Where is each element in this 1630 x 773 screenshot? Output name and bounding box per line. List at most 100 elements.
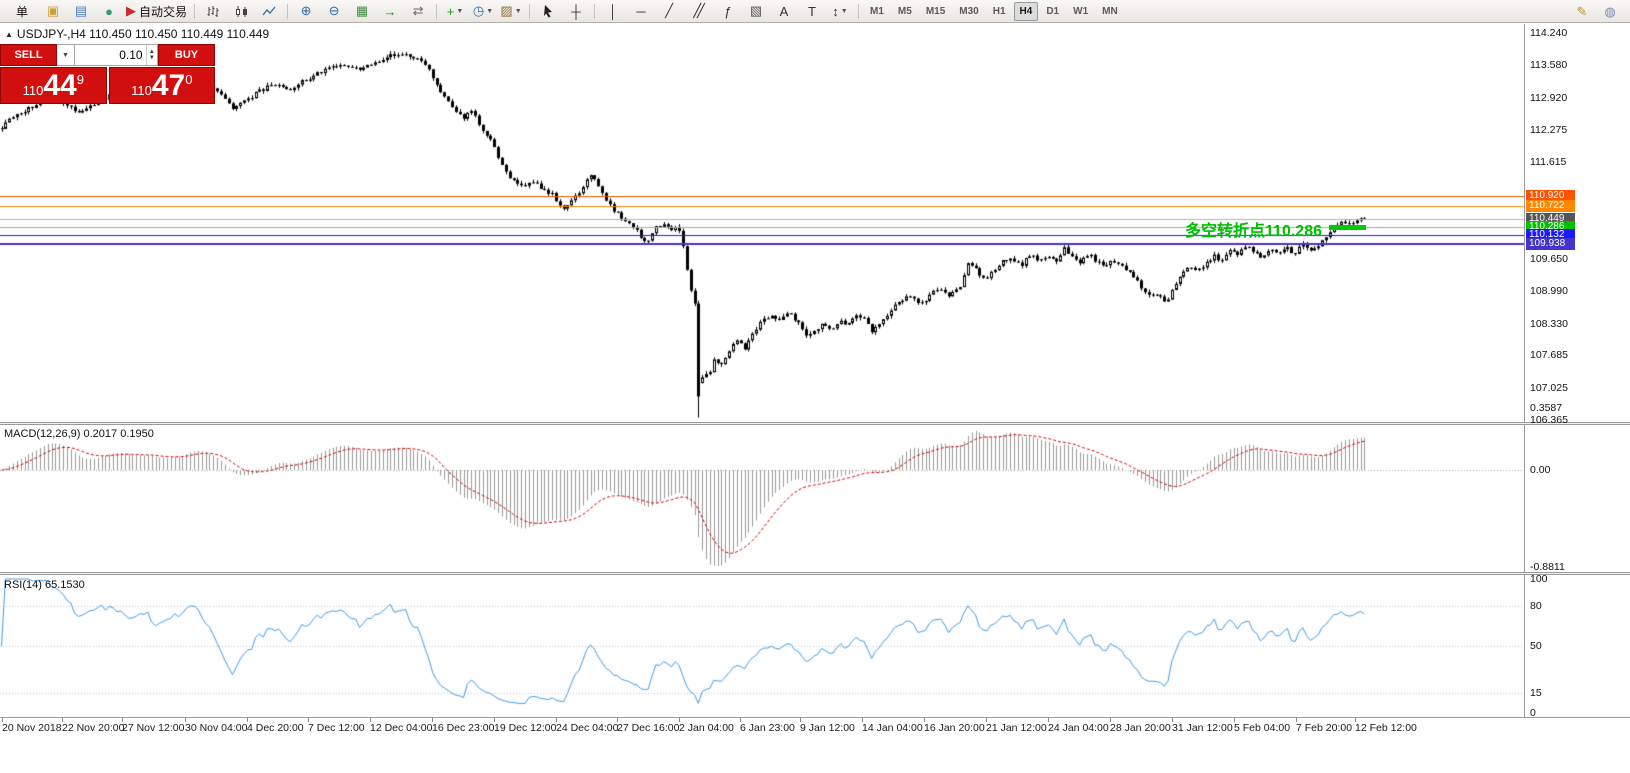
stepper-up-icon[interactable]: ▲ xyxy=(148,49,155,55)
zoom-out-icon: ⊖ xyxy=(328,3,340,18)
toolbar-separator xyxy=(858,3,860,19)
periods-menu-button[interactable]: ◷ ▼ xyxy=(469,0,497,22)
zoom-out-icon[interactable]: ⊖ xyxy=(320,0,348,22)
price-axis[interactable] xyxy=(1524,24,1630,717)
timeframe-MN[interactable]: MN xyxy=(1102,5,1118,17)
vertical-line-icon[interactable]: │ xyxy=(599,0,627,22)
fibonacci-icon: ƒ xyxy=(724,3,732,19)
volume-stepper[interactable]: ▲ ▼ xyxy=(145,45,157,65)
buy-price-prefix: 110 xyxy=(131,83,152,98)
toolbar-right-icons: ✎ ◍ xyxy=(1568,1,1624,23)
one-click-trading-panel: SELL ▼ ▲ ▼ BUY 110 44 9 110 47 0 xyxy=(0,44,215,104)
shapes-icon[interactable]: ▧ xyxy=(742,0,770,22)
panel-separator[interactable] xyxy=(0,572,1630,575)
sell-price-big: 44 xyxy=(43,69,77,102)
buy-price[interactable]: 110 47 0 xyxy=(108,67,215,104)
zoom-in-icon: ⊕ xyxy=(300,3,312,18)
stepper-down-icon[interactable]: ▼ xyxy=(148,55,155,61)
chevron-down-icon: ▼ xyxy=(456,7,464,15)
crosshair-icon: ┼ xyxy=(571,3,581,19)
chart-profile-icon[interactable]: ▤ xyxy=(67,0,95,22)
fibonacci-icon[interactable]: ƒ xyxy=(714,0,742,22)
periods-menu-button: ◷ xyxy=(472,3,485,18)
chevron-down-icon: ▼ xyxy=(840,7,848,15)
zoom-in-icon[interactable]: ⊕ xyxy=(292,0,320,22)
order-button[interactable]: 单 xyxy=(15,4,28,19)
indicators-menu-button[interactable]: + ▼ xyxy=(441,0,469,22)
text-label-icon: T xyxy=(808,3,816,19)
horizontal-line-icon[interactable]: ─ xyxy=(627,0,655,22)
sell-price-sup: 9 xyxy=(76,72,84,87)
turning-point-annotation[interactable]: 多空转折点110.286 xyxy=(1185,223,1322,240)
vertical-line-icon: │ xyxy=(608,3,618,19)
arrows-menu-button: ↕ xyxy=(832,3,839,19)
volume-dropdown[interactable]: ▼ xyxy=(57,44,75,66)
buy-price-big: 47 xyxy=(151,69,186,102)
symbol-ohlc-label: USDJPY-,H4 110.450 110.450 110.449 110.4… xyxy=(16,27,270,41)
buy-button[interactable]: BUY xyxy=(158,44,215,66)
trendline-icon: ╱ xyxy=(665,3,673,18)
globe-icon[interactable]: ◍ xyxy=(1604,4,1616,19)
chart-profile-icon: ▤ xyxy=(74,3,88,18)
autotrade-button[interactable]: ▶ 自动交易 xyxy=(123,0,190,22)
pencil-icon[interactable]: ✎ xyxy=(1576,4,1588,19)
chevron-down-icon: ▼ xyxy=(62,51,69,59)
auto-scroll-icon[interactable]: → xyxy=(376,0,404,22)
templates-menu-button[interactable]: ▨ ▼ xyxy=(497,0,525,22)
main-chart-canvas[interactable] xyxy=(0,24,1524,422)
mql-community-icon: ● xyxy=(105,3,113,19)
text-icon[interactable]: A xyxy=(770,0,798,22)
timeframe-M15[interactable]: M15 xyxy=(925,5,946,17)
timeframe-H1[interactable]: H1 xyxy=(992,5,1006,17)
toolbar-separator xyxy=(594,3,596,19)
trendline-icon[interactable]: ╱ xyxy=(655,0,683,22)
timeframe-H4[interactable]: H4 xyxy=(1013,1,1039,21)
timeframe-M5[interactable]: M5 xyxy=(897,5,912,17)
cursor-icon[interactable] xyxy=(534,0,562,22)
candlestick-type-icon[interactable] xyxy=(227,0,255,22)
toolbar: 单 ▣ ▤ ● ▶ 自动交易 ⊕ ⊖ ▦ → ⇄ + ▼ ◷ ▼ ▨ ▼ ┼ │ ─ ╱ ╱╱ ƒ ▧ A T ↕ ▼ M1 M5 M15 M… xyxy=(0,0,1630,23)
tile-windows-icon[interactable]: ▦ xyxy=(348,0,376,22)
new-order-icon: ▣ xyxy=(46,3,60,18)
timeframe-W1[interactable]: W1 xyxy=(1073,5,1089,17)
autotrade-button-label: 自动交易 xyxy=(139,4,188,19)
text-label-icon[interactable]: T xyxy=(798,0,826,22)
text-icon: A xyxy=(779,3,789,19)
macd-canvas[interactable] xyxy=(0,425,1524,572)
chart-shift-icon: ⇄ xyxy=(412,3,424,18)
new-order-icon[interactable]: ▣ xyxy=(39,0,67,22)
mql-community-icon[interactable]: ● xyxy=(95,0,123,22)
sell-price-prefix: 110 xyxy=(22,83,44,98)
time-axis[interactable] xyxy=(0,717,1630,743)
rsi-indicator-label: RSI(14) 65.1530 xyxy=(4,579,85,591)
timeframe-D1[interactable]: D1 xyxy=(1046,5,1060,17)
rsi-canvas[interactable] xyxy=(0,575,1524,717)
one-click-toggle-icon[interactable]: ▲ xyxy=(5,29,13,39)
volume-input[interactable] xyxy=(75,45,146,65)
channel-icon: ╱╱ xyxy=(693,3,704,18)
bar-chart-type-icon[interactable] xyxy=(199,0,227,22)
toolbar-separator xyxy=(436,3,438,19)
auto-scroll-icon: → xyxy=(383,3,397,19)
indicators-menu-button: + xyxy=(446,3,455,19)
symbol-bar: ▲ USDJPY-,H4 110.450 110.450 110.449 110… xyxy=(5,27,269,41)
autotrade-button: ▶ xyxy=(126,3,136,18)
toolbar-separator xyxy=(194,3,196,19)
line-chart-type-icon[interactable] xyxy=(255,0,283,22)
chart-shift-icon[interactable]: ⇄ xyxy=(404,0,432,22)
macd-indicator-label: MACD(12,26,9) 0.2017 0.1950 xyxy=(4,428,154,440)
arrows-menu-button[interactable]: ↕ ▼ xyxy=(826,0,854,22)
sell-price[interactable]: 110 44 9 xyxy=(0,67,107,104)
crosshair-icon[interactable]: ┼ xyxy=(562,0,590,22)
sell-button[interactable]: SELL xyxy=(0,44,57,66)
timeframe-M30[interactable]: M30 xyxy=(959,5,979,17)
timeframe-M1[interactable]: M1 xyxy=(870,5,884,17)
channel-icon[interactable]: ╱╱ xyxy=(683,0,714,22)
toolbar-separator xyxy=(287,3,289,19)
panel-separator[interactable] xyxy=(0,422,1630,425)
buy-price-sup: 0 xyxy=(185,72,193,87)
chevron-down-icon: ▼ xyxy=(486,7,494,15)
tile-windows-icon: ▦ xyxy=(355,3,369,18)
shapes-icon: ▧ xyxy=(749,3,763,18)
templates-menu-button: ▨ xyxy=(500,3,513,18)
